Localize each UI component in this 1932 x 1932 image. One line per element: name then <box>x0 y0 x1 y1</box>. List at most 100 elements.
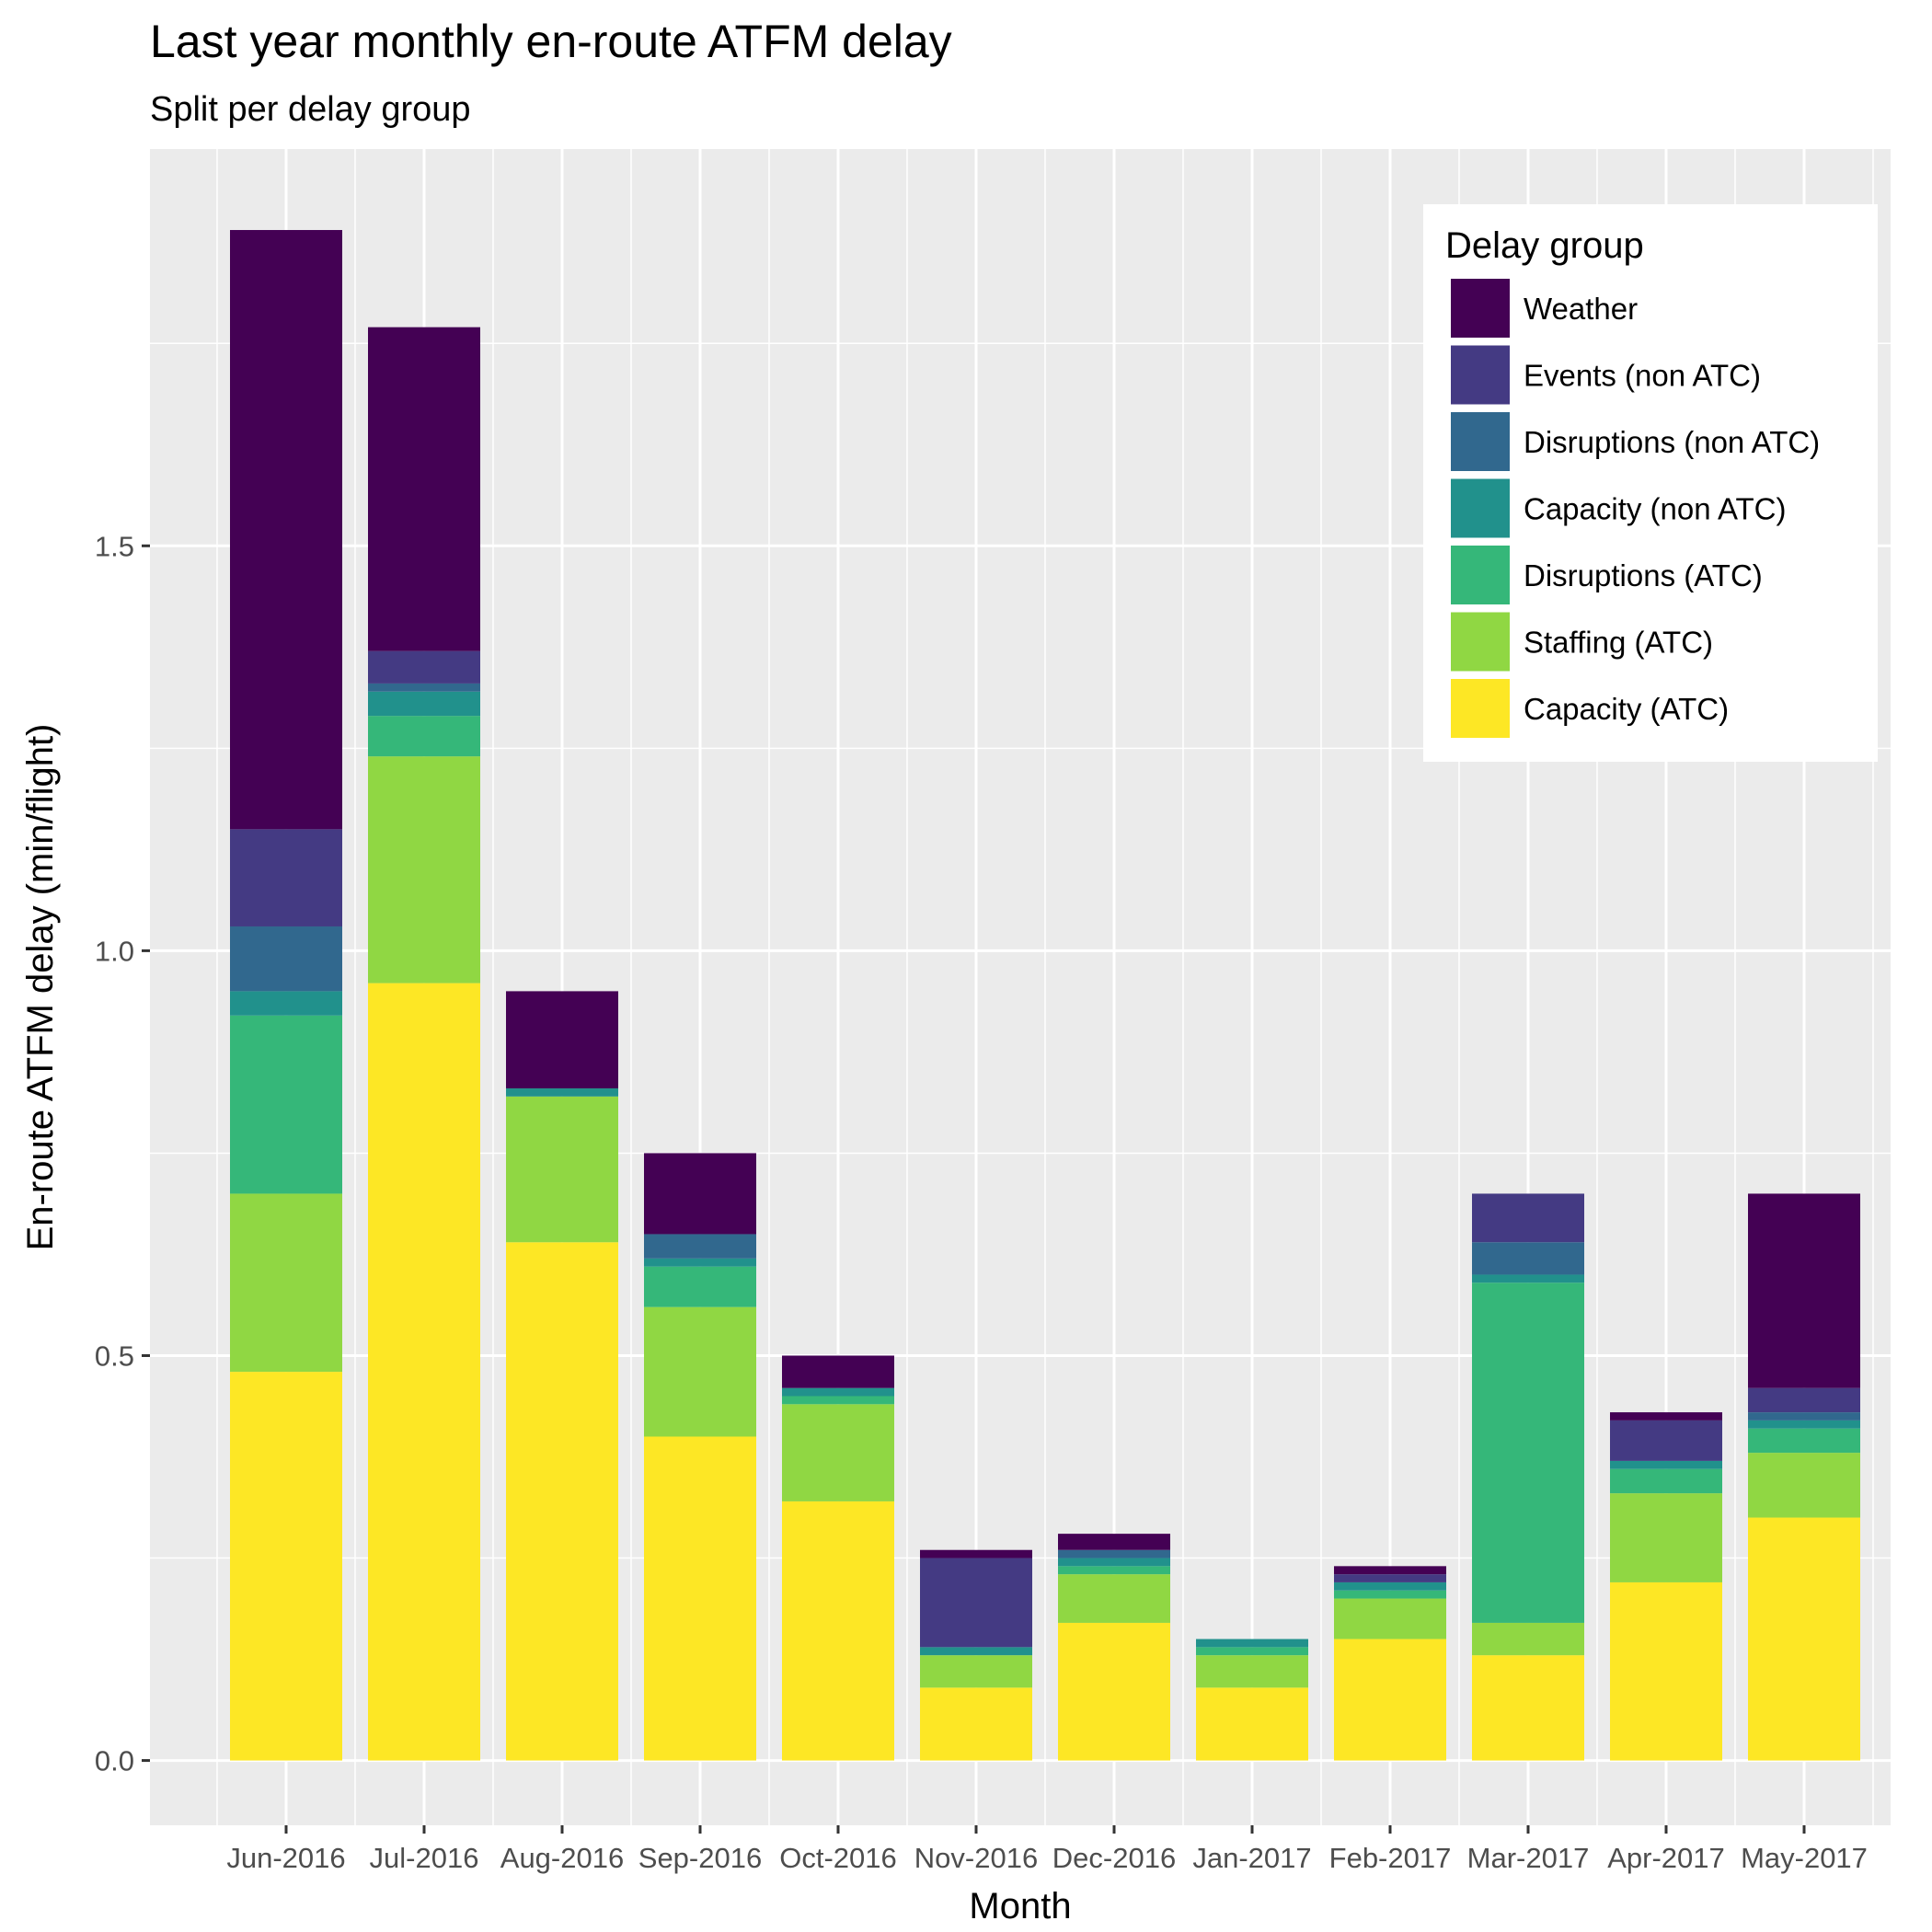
bar-segment <box>644 1258 756 1267</box>
bar-segment <box>644 1436 756 1761</box>
legend-swatch <box>1451 612 1510 672</box>
bar-segment <box>1472 1622 1584 1656</box>
bar-segment <box>1748 1193 1860 1388</box>
legend-label: Disruptions (non ATC) <box>1524 425 1820 459</box>
x-tick-label: Feb-2017 <box>1329 1842 1452 1874</box>
legend-label: Staffing (ATC) <box>1524 626 1713 660</box>
bar-segment <box>368 716 480 757</box>
y-axis-title: En-route ATFM delay (min/flight) <box>20 724 61 1251</box>
bar-segment <box>782 1501 894 1761</box>
bar-segment <box>1610 1412 1722 1420</box>
legend-label: Capacity (ATC) <box>1524 692 1729 726</box>
legend-label: Capacity (non ATC) <box>1524 492 1787 526</box>
legend-title: Delay group <box>1445 225 1644 266</box>
x-tick-label: Jun-2016 <box>226 1842 345 1874</box>
bar-segment <box>644 1153 756 1235</box>
bar-segment <box>230 829 342 926</box>
bar-segment <box>230 991 342 1016</box>
bar-segment <box>506 1096 618 1243</box>
bar-segment <box>782 1404 894 1501</box>
bar-segment <box>782 1355 894 1388</box>
bar-segment <box>1334 1639 1446 1761</box>
bar-segment <box>920 1558 1032 1648</box>
bar-segment <box>506 991 618 1089</box>
bar-segment <box>1610 1460 1722 1469</box>
bar-segment <box>1058 1549 1170 1558</box>
y-tick-label: 1.5 <box>95 530 134 562</box>
x-tick-label: Apr-2017 <box>1607 1842 1725 1874</box>
legend-swatch <box>1451 412 1510 471</box>
bar-segment <box>1334 1566 1446 1575</box>
bar-segment <box>1196 1687 1308 1761</box>
bars <box>230 230 1860 1761</box>
x-tick-label: Aug-2016 <box>500 1842 624 1874</box>
x-tick-label: Dec-2016 <box>1052 1842 1176 1874</box>
bar-segment <box>1610 1581 1722 1761</box>
y-tick-label: 0.5 <box>95 1340 134 1372</box>
bar-segment <box>920 1549 1032 1558</box>
bar-segment <box>920 1655 1032 1688</box>
bar-segment <box>1472 1193 1584 1243</box>
bar-segment <box>1058 1558 1170 1567</box>
bar-segment <box>1334 1590 1446 1599</box>
legend-swatch <box>1451 279 1510 338</box>
bar-segment <box>644 1306 756 1437</box>
bar-segment <box>782 1396 894 1405</box>
bar-segment <box>368 650 480 684</box>
bar-segment <box>1610 1493 1722 1582</box>
bar-segment <box>1748 1420 1860 1429</box>
bar-segment <box>368 983 480 1761</box>
bar-segment <box>230 1372 342 1761</box>
bar-segment <box>368 691 480 717</box>
bar-segment <box>1196 1639 1308 1648</box>
bar-segment <box>1610 1468 1722 1494</box>
bar-segment <box>1196 1655 1308 1688</box>
bar-segment <box>782 1387 894 1397</box>
bar-segment <box>1058 1566 1170 1575</box>
legend-label: Disruptions (ATC) <box>1524 558 1763 592</box>
legend-swatch <box>1451 679 1510 738</box>
x-tick-label: May-2017 <box>1741 1842 1868 1874</box>
legend-swatch <box>1451 546 1510 604</box>
x-axis-title: Month <box>969 1886 1071 1926</box>
x-tick-label: Sep-2016 <box>638 1842 762 1874</box>
x-tick-label: Oct-2016 <box>779 1842 897 1874</box>
bar-segment <box>1748 1517 1860 1761</box>
x-tick-label: Mar-2017 <box>1467 1842 1590 1874</box>
bar-segment <box>506 1088 618 1097</box>
bar-segment <box>368 683 480 692</box>
bar-segment <box>230 1193 342 1373</box>
x-tick-label: Jan-2017 <box>1192 1842 1311 1874</box>
bar-segment <box>1472 1655 1584 1761</box>
bar-segment <box>1058 1574 1170 1623</box>
chart-title: Last year monthly en-route ATFM delay <box>150 16 952 67</box>
bar-segment <box>1610 1420 1722 1461</box>
bar-segment <box>1334 1574 1446 1582</box>
bar-segment <box>920 1647 1032 1656</box>
bar-segment <box>644 1234 756 1259</box>
bar-segment <box>230 926 342 992</box>
legend-label: Events (non ATC) <box>1524 359 1761 393</box>
y-tick-label: 1.0 <box>95 935 134 967</box>
legend-swatch <box>1451 478 1510 538</box>
bar-segment <box>1472 1242 1584 1275</box>
bar-segment <box>368 327 480 651</box>
bar-segment <box>1472 1282 1584 1623</box>
x-tick-label: Jul-2016 <box>370 1842 479 1874</box>
bar-segment <box>368 756 480 983</box>
bar-segment <box>506 1242 618 1761</box>
legend: Delay group Weather Events (non ATC) Disru… <box>1423 204 1878 762</box>
bar-segment <box>1748 1428 1860 1454</box>
bar-segment <box>1748 1387 1860 1413</box>
bar-segment <box>230 1015 342 1194</box>
bar-segment <box>1334 1598 1446 1639</box>
bar-segment <box>1334 1581 1446 1591</box>
bar-segment <box>1748 1453 1860 1518</box>
axes: 0.0 0.5 1.0 1.5 Jun-2016 Jul-2016 Aug-2016 Sep-… <box>95 530 1868 1874</box>
bar-segment <box>1058 1534 1170 1550</box>
bar-segment <box>644 1266 756 1307</box>
chart-subtitle: Split per delay group <box>150 90 471 129</box>
bar-segment <box>1196 1647 1308 1656</box>
y-tick-label: 0.0 <box>95 1745 134 1777</box>
legend-swatch <box>1451 345 1510 405</box>
